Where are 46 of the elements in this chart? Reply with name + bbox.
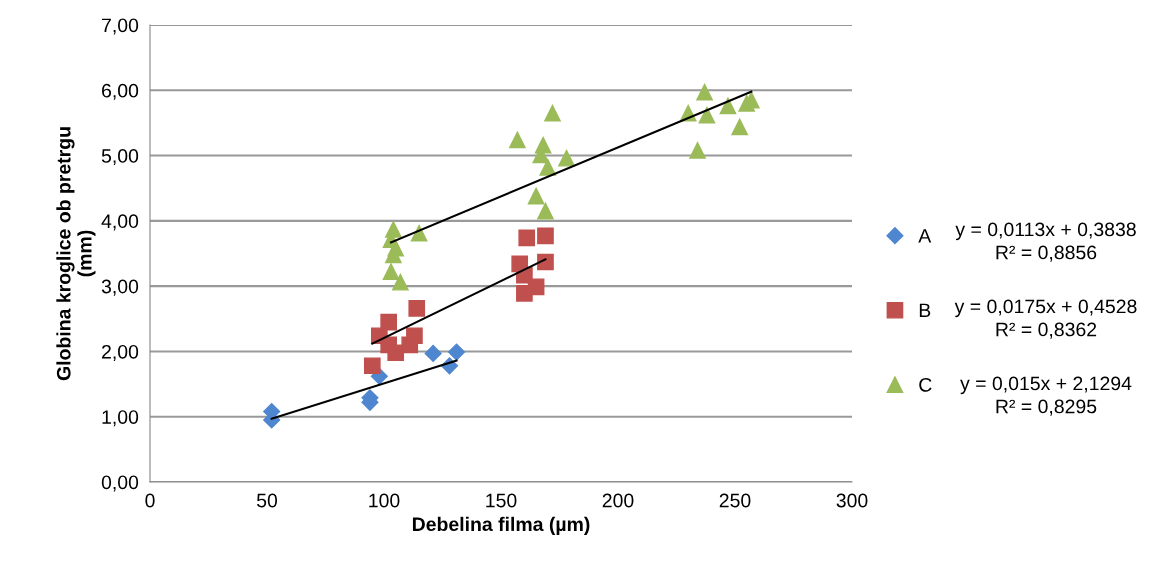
legend-label: B [919,303,931,318]
text: y = 0,0113x + 0,3838 R² = 0,8856 [955,222,1136,262]
text: y = 0,0175x + 0,4528 R² = 0,8362 [954,299,1137,339]
point [447,343,466,361]
x-axis-title: Debelina filma (µm) [412,516,590,535]
x-tick-label: 150 [486,493,517,508]
x-tick-label: 0 [145,493,155,508]
point [544,104,561,122]
point [382,263,400,281]
point [408,300,426,317]
point [731,118,749,136]
y-axis-title: Globina kroglice ob pretrgu (mm) [56,127,96,381]
legend-label: C [919,377,932,392]
point [518,229,536,247]
text: y = 0,015x + 2,1294 R² = 0,8295 [960,376,1132,416]
y-tick-label: 7,00 [102,18,139,35]
y-tick-label: 2,00 [102,344,139,361]
point [392,273,409,291]
point [509,131,526,149]
point [424,344,442,362]
x-tick-label: 200 [602,493,634,508]
x-tick-label: 250 [719,493,751,508]
y-tick-label: 4,00 [101,214,139,231]
point [537,253,554,271]
point [516,284,533,302]
point [380,336,398,354]
point [689,142,706,159]
x-tick-label: 50 [256,493,278,508]
y-tick-label: 6,00 [102,83,139,100]
point [387,239,405,257]
point [537,227,554,245]
x-tick-label: 300 [836,493,868,508]
x-tick-label: 100 [369,493,400,508]
point [539,158,557,176]
point [363,357,381,375]
point [696,83,713,101]
point [380,313,398,331]
point [537,202,554,220]
legend-label: A [918,229,932,243]
point [527,187,545,205]
point [401,336,419,354]
point [558,149,575,167]
y-tick-label: 3,00 [101,279,139,296]
y-tick-label: 1,00 [102,410,139,427]
y-tick-label: 5,00 [101,149,139,166]
y-tick-label: 0,00 [101,475,139,492]
